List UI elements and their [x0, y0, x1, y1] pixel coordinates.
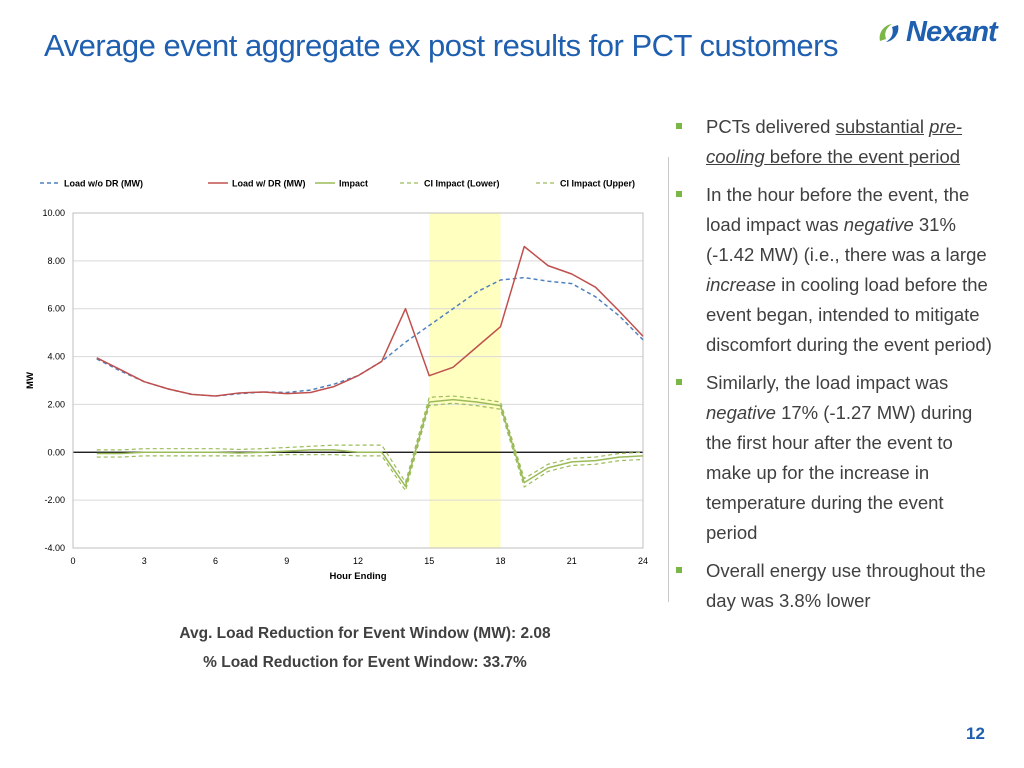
- x-tick-label: 15: [424, 556, 434, 566]
- x-tick-label: 6: [213, 556, 218, 566]
- y-tick-label: 6.00: [47, 304, 65, 314]
- x-tick-label: 3: [142, 556, 147, 566]
- bullet-square-icon: [676, 379, 682, 385]
- vertical-divider: [668, 157, 669, 602]
- series-line-4: [96, 395, 644, 483]
- bullet-text: in cooling load before the event began, …: [706, 274, 992, 355]
- bullet-text: Similarly, the load impact was: [706, 372, 949, 393]
- page-number: 12: [966, 724, 985, 743]
- page-title: Average event aggregate ex post results …: [44, 28, 839, 63]
- bullet-text: before the event: [764, 146, 909, 167]
- bullet-square-icon: [676, 123, 682, 129]
- bullet-text: In the hour before the event, the load i…: [706, 184, 970, 235]
- legend-label: Load w/o DR (MW): [64, 179, 143, 189]
- x-tick-label: 21: [567, 556, 577, 566]
- bullet-item: In the hour before the event, the load i…: [676, 180, 996, 360]
- y-tick-label: -2.00: [44, 495, 65, 505]
- bullet-list: PCTs delivered substantial pre-cooling b…: [676, 112, 996, 624]
- avg-load-reduction-stat: Avg. Load Reduction for Event Window (MW…: [179, 625, 551, 642]
- load-impact-chart: 10.00 8.00 6.00 4.00 2.00 0.00 -2.00 -4.00 0 3 6 9 1…: [0, 170, 660, 590]
- series-line-1: [96, 245, 644, 397]
- bullet-text: 17% (-1.27 MW) during the first hour aft…: [706, 402, 973, 543]
- legend-label: Load w/ DR (MW): [232, 179, 306, 189]
- logo-text: Nexant: [906, 16, 998, 48]
- y-axis-title: MW: [25, 372, 36, 389]
- bullet-text: substantial: [835, 116, 925, 137]
- x-tick-label: 0: [70, 556, 75, 566]
- bullet-text: Overall energy use throughout the day wa…: [706, 560, 986, 611]
- series-line-3: [96, 402, 644, 492]
- y-tick-label: 10.00: [42, 208, 65, 218]
- y-tick-label: 2.00: [47, 399, 65, 409]
- chart-svg: 10.00 8.00 6.00 4.00 2.00 0.00 -2.00 -4.00 0 3 6 9 1…: [25, 179, 648, 583]
- x-tick-label: 24: [638, 556, 648, 566]
- x-tick-label: 12: [353, 556, 363, 566]
- bullet-text: increase: [706, 274, 776, 295]
- plot-border: [72, 212, 644, 549]
- bullet-item: Similarly, the load impact was negative …: [676, 368, 996, 548]
- legend-label: CI Impact (Upper): [560, 179, 635, 189]
- event-window-shading: [429, 213, 501, 548]
- bullet-text: PCTs delivered: [706, 116, 836, 137]
- x-axis-title: Hour Ending: [330, 571, 387, 582]
- y-tick-label: 8.00: [47, 256, 65, 266]
- legend-label: CI Impact (Lower): [424, 179, 500, 189]
- y-tick-label: -4.00: [44, 543, 65, 553]
- bullet-item: Overall energy use throughout the day wa…: [676, 556, 996, 616]
- bullet-item: PCTs delivered substantial pre-cooling b…: [676, 112, 996, 172]
- pct-load-reduction-stat: % Load Reduction for Event Window: 33.7%: [203, 654, 527, 671]
- bullet-square-icon: [676, 191, 682, 197]
- nexant-swirl-logo-icon: [879, 23, 899, 42]
- x-tick-label: 9: [284, 556, 289, 566]
- bullet-text: negative: [843, 214, 914, 235]
- bullet-text: period: [908, 146, 961, 167]
- y-tick-label: 0.00: [47, 447, 65, 457]
- bullet-text: negative: [706, 402, 776, 423]
- series-line-2: [96, 398, 644, 488]
- legend-label: Impact: [339, 179, 368, 189]
- bullet-square-icon: [676, 567, 682, 573]
- bullet-text: 31% (-1.42 MW) (i.e., there was a large: [706, 214, 987, 265]
- company-logo: Nexant: [876, 16, 998, 49]
- series-line-0: [96, 276, 644, 397]
- bullet-text: pre-cooling: [706, 116, 963, 167]
- y-tick-label: 4.00: [47, 352, 65, 362]
- x-tick-label: 18: [495, 556, 505, 566]
